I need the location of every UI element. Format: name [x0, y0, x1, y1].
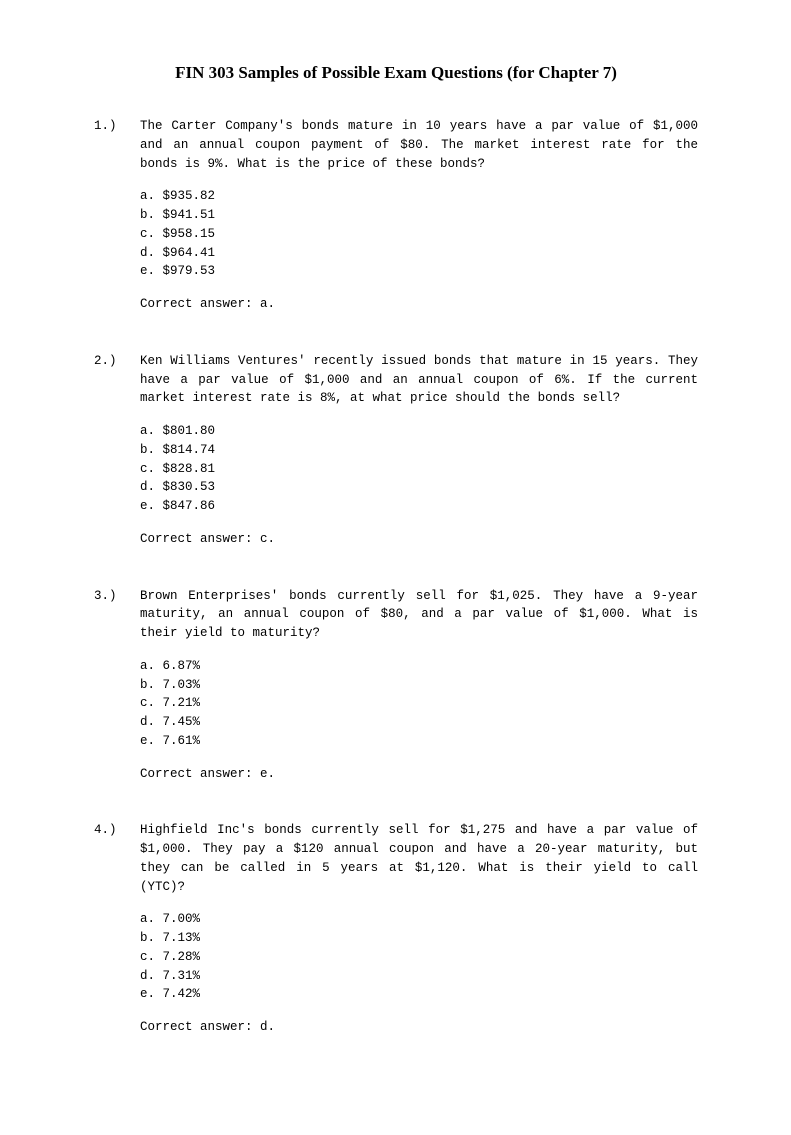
option: a. 7.00%: [140, 910, 698, 929]
option: b. 7.13%: [140, 929, 698, 948]
question-content: Highfield Inc's bonds currently sell for…: [140, 821, 698, 1037]
question-text: The Carter Company's bonds mature in 10 …: [140, 117, 698, 173]
question-content: Brown Enterprises' bonds currently sell …: [140, 587, 698, 784]
option: a. 6.87%: [140, 657, 698, 676]
option: c. $958.15: [140, 225, 698, 244]
question-text: Highfield Inc's bonds currently sell for…: [140, 821, 698, 896]
options-list: a. $935.82 b. $941.51 c. $958.15 d. $964…: [140, 187, 698, 281]
option: d. $964.41: [140, 244, 698, 263]
option: d. 7.31%: [140, 967, 698, 986]
question-text: Brown Enterprises' bonds currently sell …: [140, 587, 698, 643]
question-content: Ken Williams Ventures' recently issued b…: [140, 352, 698, 549]
option: e. $847.86: [140, 497, 698, 516]
option: b. $941.51: [140, 206, 698, 225]
option: d. $830.53: [140, 478, 698, 497]
page-title: FIN 303 Samples of Possible Exam Questio…: [94, 63, 698, 83]
correct-answer: Correct answer: c.: [140, 530, 698, 549]
question-block: 1.) The Carter Company's bonds mature in…: [94, 117, 698, 314]
options-list: a. 7.00% b. 7.13% c. 7.28% d. 7.31% e. 7…: [140, 910, 698, 1004]
option: c. $828.81: [140, 460, 698, 479]
question-block: 2.) Ken Williams Ventures' recently issu…: [94, 352, 698, 549]
question-number: 4.): [94, 821, 140, 1037]
option: e. 7.42%: [140, 985, 698, 1004]
correct-answer: Correct answer: a.: [140, 295, 698, 314]
option: c. 7.21%: [140, 694, 698, 713]
option: a. $935.82: [140, 187, 698, 206]
option: a. $801.80: [140, 422, 698, 441]
option: e. 7.61%: [140, 732, 698, 751]
option: b. $814.74: [140, 441, 698, 460]
correct-answer: Correct answer: d.: [140, 1018, 698, 1037]
question-block: 4.) Highfield Inc's bonds currently sell…: [94, 821, 698, 1037]
question-content: The Carter Company's bonds mature in 10 …: [140, 117, 698, 314]
option: d. 7.45%: [140, 713, 698, 732]
question-block: 3.) Brown Enterprises' bonds currently s…: [94, 587, 698, 784]
option: e. $979.53: [140, 262, 698, 281]
question-number: 1.): [94, 117, 140, 314]
option: c. 7.28%: [140, 948, 698, 967]
document-page: FIN 303 Samples of Possible Exam Questio…: [0, 0, 791, 1135]
question-text: Ken Williams Ventures' recently issued b…: [140, 352, 698, 408]
question-number: 2.): [94, 352, 140, 549]
options-list: a. 6.87% b. 7.03% c. 7.21% d. 7.45% e. 7…: [140, 657, 698, 751]
correct-answer: Correct answer: e.: [140, 765, 698, 784]
question-number: 3.): [94, 587, 140, 784]
options-list: a. $801.80 b. $814.74 c. $828.81 d. $830…: [140, 422, 698, 516]
option: b. 7.03%: [140, 676, 698, 695]
